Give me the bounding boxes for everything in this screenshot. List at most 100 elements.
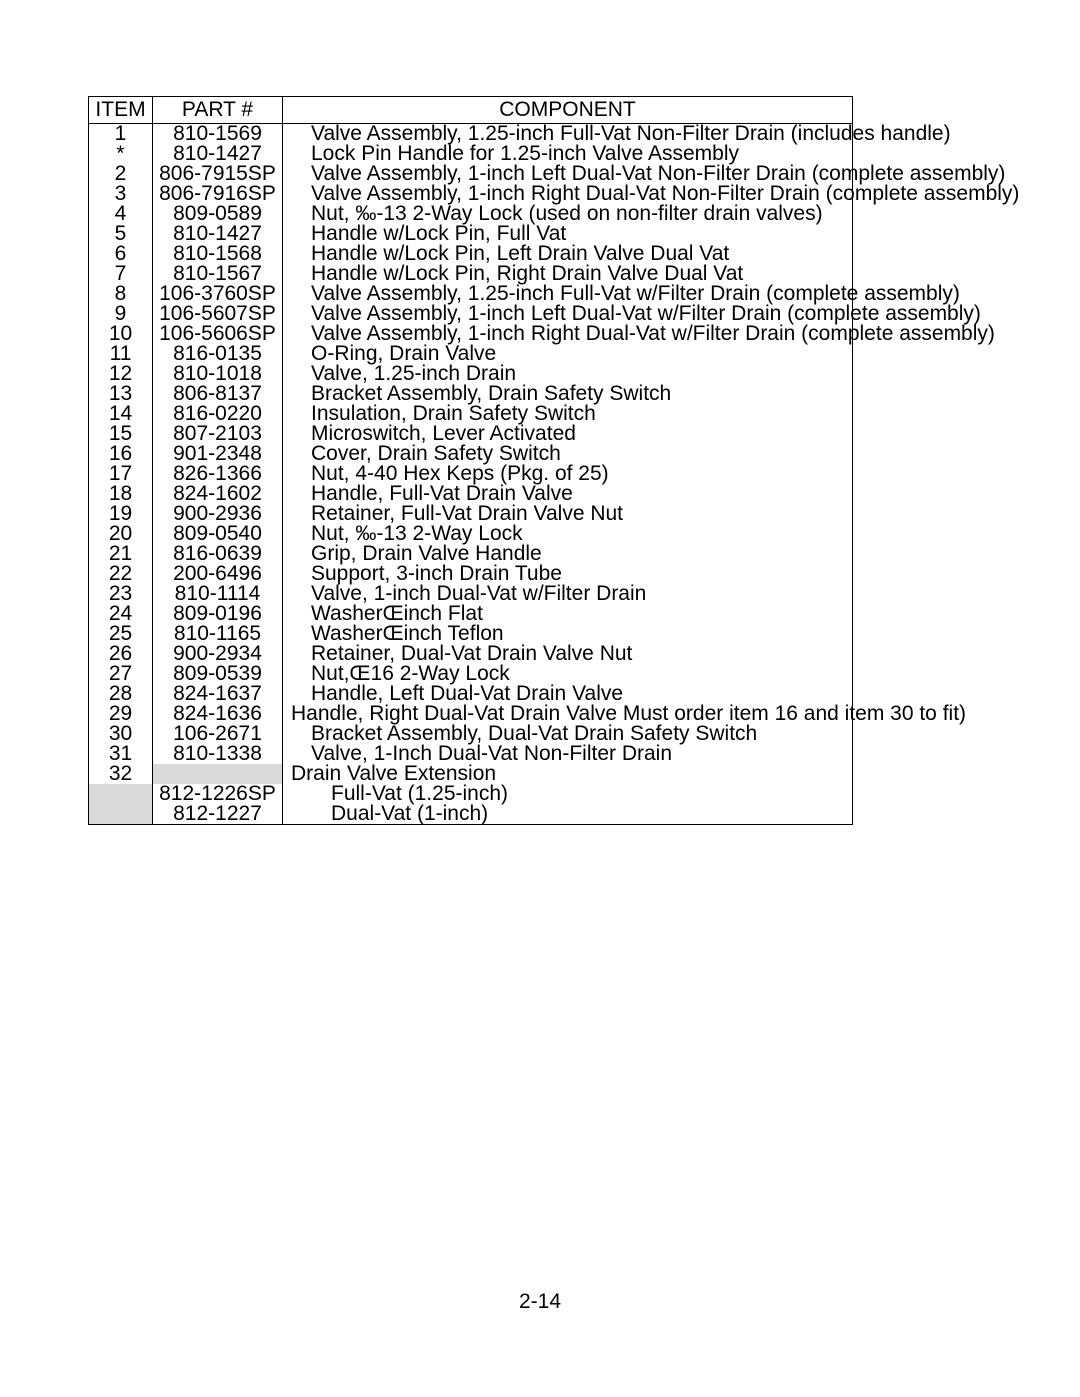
cell-component: Valve, 1-Inch Dual-Vat Non-Filter Drain	[283, 744, 853, 764]
cell-part: 824-1636	[153, 704, 283, 724]
table-header-row: ITEM PART # COMPONENT	[89, 97, 853, 124]
cell-component: Valve Assembly, 1-inch Left Dual-Vat w/F…	[283, 304, 853, 324]
cell-item	[89, 804, 153, 825]
cell-component: Retainer, Full-Vat Drain Valve Nut	[283, 504, 853, 524]
cell-component: Nut, ‰-13 2-Way Lock (used on non-filter…	[283, 204, 853, 224]
table-row: 22200-6496Support, 3-inch Drain Tube	[89, 564, 853, 584]
cell-component: Valve Assembly, 1-inch Right Dual-Vat No…	[283, 184, 853, 204]
cell-item: 11	[89, 344, 153, 364]
cell-part: 810-1568	[153, 244, 283, 264]
cell-part: 106-5607SP	[153, 304, 283, 324]
cell-item: 13	[89, 384, 153, 404]
cell-component: O-Ring, Drain Valve	[283, 344, 853, 364]
cell-part: 812-1227	[153, 804, 283, 825]
cell-item: 23	[89, 584, 153, 604]
cell-component: Support, 3-inch Drain Tube	[283, 564, 853, 584]
cell-component: Handle, Right Dual-Vat Drain Valve Must …	[283, 704, 853, 724]
cell-part: 810-1114	[153, 584, 283, 604]
cell-item: 21	[89, 544, 153, 564]
cell-component: Bracket Assembly, Drain Safety Switch	[283, 384, 853, 404]
table-row: 26900-2934Retainer, Dual-Vat Drain Valve…	[89, 644, 853, 664]
table-row: 18824-1602Handle, Full-Vat Drain Valve	[89, 484, 853, 504]
cell-item: 6	[89, 244, 153, 264]
cell-component: Nut, 4-40 Hex Keps (Pkg. of 25)	[283, 464, 853, 484]
cell-item: 22	[89, 564, 153, 584]
cell-component: Grip, Drain Valve Handle	[283, 544, 853, 564]
table-body: 1810-1569Valve Assembly, 1.25-inch Full-…	[89, 124, 853, 825]
table-row: 6810-1568Handle w/Lock Pin, Left Drain V…	[89, 244, 853, 264]
table-row: 9106-5607SPValve Assembly, 1-inch Left D…	[89, 304, 853, 324]
table-row: 12810-1018Valve, 1.25-inch Drain	[89, 364, 853, 384]
table-row: 2806-7915SPValve Assembly, 1-inch Left D…	[89, 164, 853, 184]
table-row: 11816-0135O-Ring, Drain Valve	[89, 344, 853, 364]
col-header-component: COMPONENT	[283, 97, 853, 124]
cell-part: 806-7916SP	[153, 184, 283, 204]
table-row: 16901-2348Cover, Drain Safety Switch	[89, 444, 853, 464]
cell-part: 809-0539	[153, 664, 283, 684]
cell-component: Handle w/Lock Pin, Left Drain Valve Dual…	[283, 244, 853, 264]
cell-item: 17	[89, 464, 153, 484]
cell-item: 5	[89, 224, 153, 244]
table-row: 24809-0196WasherŒinch Flat	[89, 604, 853, 624]
table-row: 30106-2671Bracket Assembly, Dual-Vat Dra…	[89, 724, 853, 744]
cell-part: 106-2671	[153, 724, 283, 744]
table-row: 20809-0540Nut, ‰-13 2-Way Lock	[89, 524, 853, 544]
cell-component: Handle, Full-Vat Drain Valve	[283, 484, 853, 504]
cell-part: 106-5606SP	[153, 324, 283, 344]
table-row: 17826-1366Nut, 4-40 Hex Keps (Pkg. of 25…	[89, 464, 853, 484]
cell-item: *	[89, 144, 153, 164]
cell-item: 20	[89, 524, 153, 544]
parts-table-container: ITEM PART # COMPONENT 1810-1569Valve Ass…	[88, 96, 852, 825]
table-row: 32 Drain Valve Extension	[89, 764, 853, 784]
cell-part: 806-7915SP	[153, 164, 283, 184]
cell-item: 31	[89, 744, 153, 764]
cell-part: 816-0639	[153, 544, 283, 564]
cell-component: Valve, 1.25-inch Drain	[283, 364, 853, 384]
table-row: 7810-1567Handle w/Lock Pin, Right Drain …	[89, 264, 853, 284]
cell-part: 809-0589	[153, 204, 283, 224]
table-row: 812-1226SPFull-Vat (1.25-inch)	[89, 784, 853, 804]
table-row: 21816-0639Grip, Drain Valve Handle	[89, 544, 853, 564]
cell-item: 25	[89, 624, 153, 644]
table-row: 29824-1636Handle, Right Dual-Vat Drain V…	[89, 704, 853, 724]
cell-part: 809-0196	[153, 604, 283, 624]
cell-item: 28	[89, 684, 153, 704]
table-row: 31810-1338Valve, 1-Inch Dual-Vat Non-Fil…	[89, 744, 853, 764]
cell-component: Insulation, Drain Safety Switch	[283, 404, 853, 424]
cell-item: 3	[89, 184, 153, 204]
cell-component: Valve Assembly, 1-inch Left Dual-Vat Non…	[283, 164, 853, 184]
cell-component: Dual-Vat (1-inch)	[283, 804, 853, 825]
cell-part: 806-8137	[153, 384, 283, 404]
cell-item: 27	[89, 664, 153, 684]
cell-part: 810-1338	[153, 744, 283, 764]
cell-part: 809-0540	[153, 524, 283, 544]
cell-part: 810-1569	[153, 124, 283, 145]
col-header-part: PART #	[153, 97, 283, 124]
cell-part: 810-1427	[153, 224, 283, 244]
cell-item: 32	[89, 764, 153, 784]
table-row: 14816-0220Insulation, Drain Safety Switc…	[89, 404, 853, 424]
cell-part: 826-1366	[153, 464, 283, 484]
table-row: 28824-1637Handle, Left Dual-Vat Drain Va…	[89, 684, 853, 704]
cell-component: WasherŒinch Flat	[283, 604, 853, 624]
table-row: 5810-1427Handle w/Lock Pin, Full Vat	[89, 224, 853, 244]
cell-item: 15	[89, 424, 153, 444]
cell-part	[153, 764, 283, 784]
cell-item: 14	[89, 404, 153, 424]
cell-part: 810-1165	[153, 624, 283, 644]
cell-item: 19	[89, 504, 153, 524]
cell-component: Drain Valve Extension	[283, 764, 853, 784]
cell-component: Lock Pin Handle for 1.25-inch Valve Asse…	[283, 144, 853, 164]
cell-part: 900-2934	[153, 644, 283, 664]
cell-component: WasherŒinch Teflon	[283, 624, 853, 644]
cell-part: 900-2936	[153, 504, 283, 524]
page: ITEM PART # COMPONENT 1810-1569Valve Ass…	[0, 0, 1080, 1397]
cell-component: Nut, ‰-13 2-Way Lock	[283, 524, 853, 544]
table-row: 10106-5606SPValve Assembly, 1-inch Right…	[89, 324, 853, 344]
cell-component: Microswitch, Lever Activated	[283, 424, 853, 444]
cell-item: 4	[89, 204, 153, 224]
table-row: 27809-0539Nut,Œ16 2-Way Lock	[89, 664, 853, 684]
cell-part: 816-0135	[153, 344, 283, 364]
col-header-item: ITEM	[89, 97, 153, 124]
cell-item: 2	[89, 164, 153, 184]
